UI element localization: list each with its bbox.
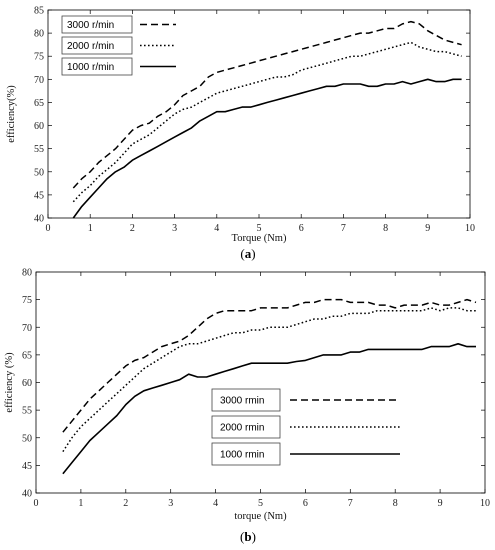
y-tick-label: 65 bbox=[22, 350, 32, 361]
x-tick-label: 7 bbox=[341, 223, 346, 234]
y-tick-label: 40 bbox=[34, 214, 44, 225]
x-tick-label: 5 bbox=[257, 223, 262, 234]
x-tick-label: 10 bbox=[480, 498, 490, 509]
series-line-dotted bbox=[62, 307, 476, 453]
legend-label: 1000 r/min bbox=[67, 62, 114, 73]
x-tick-label: 5 bbox=[258, 498, 263, 509]
y-tick-label: 40 bbox=[22, 489, 32, 500]
y-tick-label: 50 bbox=[34, 167, 44, 178]
series-line-dotted bbox=[72, 41, 462, 203]
x-tick-label: 10 bbox=[465, 223, 475, 234]
x-tick-label: 3 bbox=[168, 498, 173, 509]
y-tick-label: 75 bbox=[22, 295, 32, 306]
legend-box bbox=[211, 415, 281, 439]
y-tick-label: 75 bbox=[34, 52, 44, 63]
legend-label: 1000 rmin bbox=[220, 450, 264, 461]
y-tick-label: 80 bbox=[22, 268, 32, 279]
legend-box bbox=[211, 388, 281, 412]
y-tick-label: 55 bbox=[22, 406, 32, 417]
series-line-solid bbox=[62, 342, 476, 475]
x-tick-label: 8 bbox=[383, 223, 388, 234]
x-tick-label: 4 bbox=[213, 498, 218, 509]
legend-box bbox=[61, 15, 133, 34]
y-tick-label: 85 bbox=[34, 6, 44, 17]
y-tick-label: 45 bbox=[22, 461, 32, 472]
x-tick-label: 3 bbox=[172, 223, 177, 234]
x-axis-label: torque (Nm) bbox=[234, 511, 287, 522]
y-axis-label: efficiency (%) bbox=[4, 352, 15, 413]
legend-box bbox=[61, 57, 133, 76]
x-tick-label: 1 bbox=[88, 223, 93, 234]
x-tick-label: 2 bbox=[123, 498, 128, 509]
y-axis-label: efficiency(%) bbox=[6, 85, 17, 143]
legend-label: 2000 r/min bbox=[67, 41, 114, 52]
x-tick-label: 9 bbox=[438, 498, 443, 509]
subfigure-label: (b) bbox=[240, 529, 256, 544]
x-tick-label: 6 bbox=[299, 223, 304, 234]
x-tick-label: 1 bbox=[78, 498, 83, 509]
x-tick-label: 7 bbox=[348, 498, 353, 509]
x-tick-label: 0 bbox=[46, 223, 51, 234]
legend-box bbox=[61, 36, 133, 55]
x-tick-label: 4 bbox=[214, 223, 219, 234]
y-tick-label: 55 bbox=[34, 144, 44, 155]
x-tick-label: 9 bbox=[425, 223, 430, 234]
series-line-solid bbox=[72, 78, 462, 219]
y-tick-label: 60 bbox=[34, 121, 44, 132]
y-tick-label: 60 bbox=[22, 378, 32, 389]
subfigure-label: (a) bbox=[240, 246, 255, 261]
y-tick-label: 65 bbox=[34, 98, 44, 109]
y-tick-label: 50 bbox=[22, 433, 32, 444]
x-tick-label: 0 bbox=[34, 498, 39, 509]
x-tick-label: 6 bbox=[303, 498, 308, 509]
y-tick-label: 70 bbox=[22, 323, 32, 334]
legend-label: 3000 r/min bbox=[67, 20, 114, 31]
y-tick-label: 45 bbox=[34, 190, 44, 201]
y-tick-label: 70 bbox=[34, 75, 44, 86]
x-tick-label: 8 bbox=[393, 498, 398, 509]
legend-box bbox=[211, 442, 281, 466]
series-line-dashed bbox=[72, 20, 462, 189]
y-tick-label: 80 bbox=[34, 29, 44, 40]
legend-label: 2000 rmin bbox=[220, 423, 264, 434]
x-tick-label: 2 bbox=[130, 223, 135, 234]
x-axis-label: Torque (Nm) bbox=[232, 233, 287, 244]
legend-label: 3000 rmin bbox=[220, 396, 264, 407]
